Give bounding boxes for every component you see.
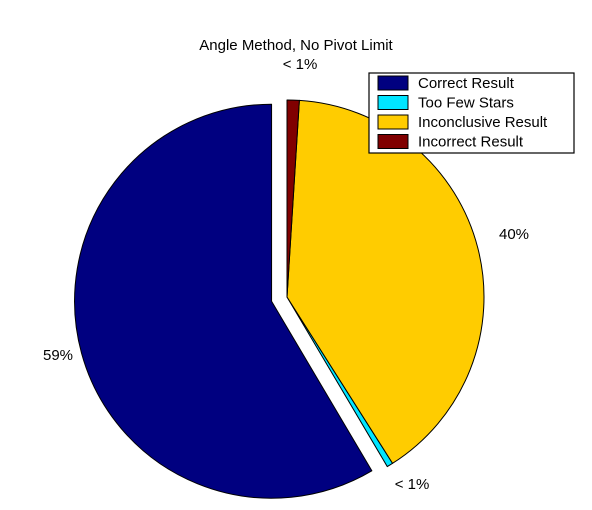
legend-label-too-few-stars: Too Few Stars bbox=[418, 95, 514, 112]
legend-label-inconclusive-result: Inconclusive Result bbox=[418, 114, 548, 131]
pie-slice-inconclusive-result bbox=[286, 99, 485, 464]
legend-swatch-inconclusive-result bbox=[377, 114, 409, 130]
legend-swatch-too-few-stars bbox=[377, 95, 409, 110]
percent-label-inconclusive-result: 40% bbox=[499, 226, 529, 243]
pie-slice-incorrect-result bbox=[286, 99, 300, 298]
pie-slices bbox=[74, 99, 485, 499]
pie-slice-correct-result bbox=[74, 103, 373, 499]
legend-swatch-incorrect-result bbox=[377, 134, 409, 149]
legend-label-incorrect-result: Incorrect Result bbox=[418, 134, 524, 151]
chart-title: Angle Method, No Pivot Limit bbox=[199, 37, 393, 54]
percent-label-correct-result: 59% bbox=[43, 347, 73, 364]
legend: Correct Result Too Few Stars Inconclusive … bbox=[368, 72, 575, 154]
percent-labels: 59% < 1% 40% < 1% bbox=[43, 56, 529, 493]
percent-label-too-few-stars: < 1% bbox=[395, 476, 430, 493]
percent-label-incorrect-result: < 1% bbox=[283, 56, 318, 73]
legend-swatch-correct-result bbox=[377, 75, 409, 91]
legend-label-correct-result: Correct Result bbox=[418, 75, 515, 92]
